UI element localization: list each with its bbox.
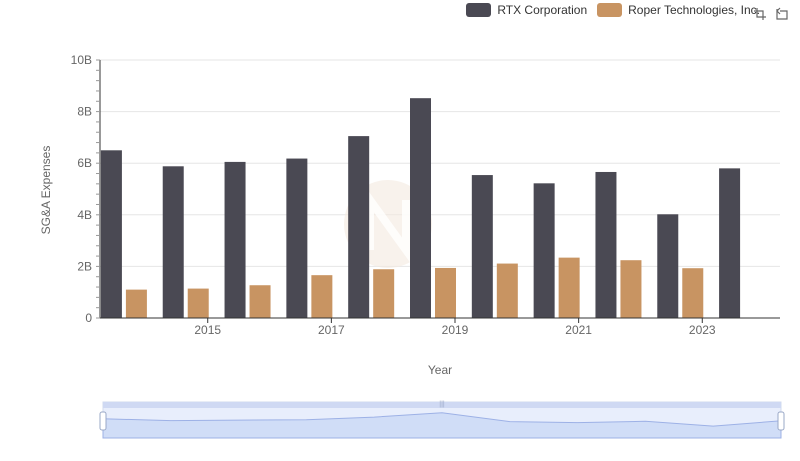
- bar-roper-2019[interactable]: [435, 267, 456, 318]
- zoom-top-bar[interactable]: [103, 402, 781, 408]
- bar-rtx-2015[interactable]: [162, 166, 184, 318]
- y-tick-labels: 0 2B 4B 6B 8B 10B: [71, 53, 93, 325]
- zoom-handle-left[interactable]: [99, 411, 107, 431]
- bar-roper-2018[interactable]: [373, 269, 395, 318]
- x-tick-label: 2023: [689, 323, 716, 337]
- bar-rtx-2018[interactable]: [348, 136, 370, 318]
- x-tick-labels: 2015 2017 2019 2021 2023: [194, 318, 716, 337]
- bar-roper-2022[interactable]: [620, 260, 642, 318]
- legend-item-roper[interactable]: Roper Technologies, Inc.: [597, 3, 760, 17]
- zoom-grip-icon[interactable]: |||: [439, 401, 445, 408]
- y-tick-label: 2B: [77, 259, 92, 273]
- legend-swatch: [466, 3, 492, 17]
- bars: [100, 98, 741, 319]
- bar-roper-2014[interactable]: [125, 289, 147, 318]
- y-tick-label: 6B: [77, 156, 92, 170]
- bar-roper-2020[interactable]: [496, 263, 518, 318]
- zoom-icon[interactable]: [752, 6, 768, 22]
- x-tick-label: 2017: [318, 323, 345, 337]
- toolbox: [752, 6, 790, 22]
- axes: [96, 59, 780, 319]
- bar-rtx-2019[interactable]: [410, 98, 431, 319]
- bar-roper-2017[interactable]: [311, 275, 333, 318]
- bar-rtx-2017[interactable]: [286, 158, 308, 318]
- x-tick-label: 2021: [565, 323, 592, 337]
- bar-rtx-2020[interactable]: [471, 175, 493, 318]
- y-tick-label: 0: [85, 311, 92, 325]
- bar-rtx-2016[interactable]: [224, 161, 246, 318]
- bar-rtx-2014[interactable]: [100, 150, 122, 318]
- bar-rtx-2024[interactable]: [719, 168, 741, 318]
- y-tick-label: 10B: [71, 53, 92, 67]
- legend-label: Roper Technologies, Inc.: [628, 3, 760, 17]
- legend-swatch: [597, 3, 623, 17]
- bar-roper-2016[interactable]: [249, 285, 271, 318]
- bar-roper-2015[interactable]: [187, 288, 209, 318]
- x-tick-label: 2015: [194, 323, 221, 337]
- legend: RTX Corporation Roper Technologies, Inc.: [466, 3, 760, 17]
- y-tick-label: 4B: [77, 208, 92, 222]
- y-tick-label: 8B: [77, 105, 92, 119]
- y-axis-label: SG&A Expenses: [39, 146, 53, 235]
- bar-rtx-2021[interactable]: [533, 183, 555, 318]
- bar-roper-2021[interactable]: [558, 257, 580, 318]
- zoom-preview-area: [102, 412, 782, 439]
- zoom-handle-right[interactable]: [777, 411, 785, 431]
- legend-label: RTX Corporation: [497, 3, 588, 17]
- x-tick-label: 2019: [442, 323, 469, 337]
- bar-roper-2023[interactable]: [682, 268, 704, 318]
- bar-rtx-2023[interactable]: [657, 214, 679, 318]
- restore-icon[interactable]: [774, 6, 790, 22]
- x-axis-label: Year: [428, 363, 452, 377]
- data-zoom-slider[interactable]: |||: [99, 401, 785, 439]
- bar-rtx-2022[interactable]: [595, 171, 617, 318]
- legend-item-rtx[interactable]: RTX Corporation: [466, 3, 587, 17]
